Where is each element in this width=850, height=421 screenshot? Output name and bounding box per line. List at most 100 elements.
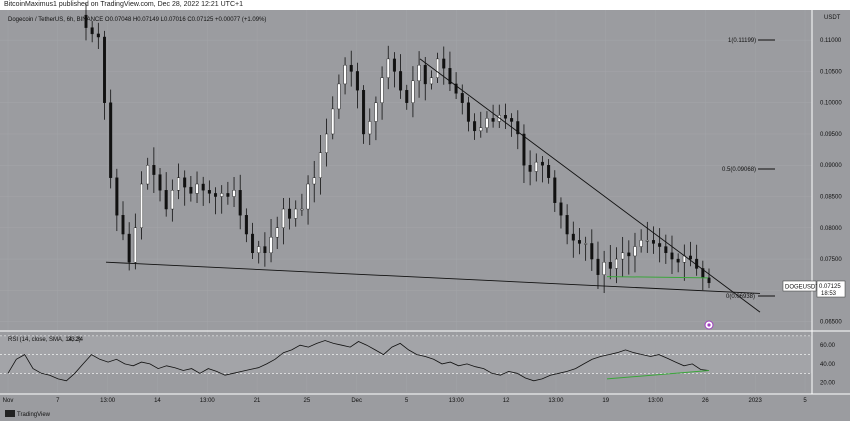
candle-body: [90, 27, 94, 35]
candle-body: [633, 246, 637, 257]
time-tick-label: 13:00: [200, 398, 216, 404]
candle-body: [707, 277, 711, 284]
candle-body: [318, 152, 322, 178]
time-tick-label: 12: [503, 398, 510, 404]
publish-header: BitcoinMaximus1 published on TradingView…: [0, 0, 850, 10]
candle-body: [374, 102, 378, 122]
candle-body: [510, 118, 514, 122]
last-price-box: [816, 280, 846, 298]
candle-body: [405, 89, 409, 103]
price-pane: [84, 3, 775, 313]
candle-body: [109, 102, 113, 178]
candle-body: [362, 89, 366, 135]
candle-body: [140, 183, 144, 228]
brand-text: TradingView: [17, 412, 51, 418]
candle-body: [392, 58, 396, 72]
price-tick-label: 0.09500: [820, 132, 842, 138]
candle-body: [331, 108, 335, 135]
time-tick-label: 21: [254, 398, 261, 404]
price-tick-label: 0.08500: [820, 195, 842, 201]
last-price-value: 0.07125: [819, 284, 841, 290]
symbol-info: Dogecoin / TetherUS, 6h, BINANCE O0.0704…: [8, 17, 266, 23]
price-tick-label: 0.10000: [820, 101, 842, 107]
candle-body: [522, 133, 526, 166]
candle-body: [146, 165, 150, 185]
candle-body: [584, 243, 588, 245]
support-line: [105, 261, 761, 294]
candle-body: [658, 243, 662, 247]
candle-body: [621, 252, 625, 260]
candle-body: [608, 261, 612, 269]
candle-body: [528, 165, 532, 172]
candle-body: [436, 58, 440, 78]
candle-body: [337, 83, 341, 110]
candle-body: [460, 93, 464, 103]
candle-body: [177, 177, 181, 191]
candle-body: [411, 80, 415, 103]
candle-body: [559, 202, 563, 216]
price-tick-label: 0.10500: [820, 69, 842, 75]
candle-body: [454, 83, 458, 94]
green-support-line: [606, 276, 709, 279]
candle-body: [133, 227, 137, 263]
candle-body: [201, 183, 205, 191]
candle-body: [651, 240, 655, 244]
candle-body: [170, 190, 174, 210]
time-tick-label: 13:00: [449, 398, 465, 404]
candle-body: [244, 215, 248, 235]
candle-body: [664, 246, 668, 254]
rsi-tick-label: 40.00: [820, 362, 836, 368]
candle-body: [343, 64, 347, 85]
rsi-tick-label: 60.00: [820, 343, 836, 349]
candle-body: [614, 258, 618, 269]
candle-body: [84, 14, 88, 28]
candle-body: [368, 121, 372, 135]
candle-body: [158, 174, 162, 191]
time-tick-label: 13:00: [548, 398, 564, 404]
candle-body: [547, 165, 551, 178]
candle-body: [207, 190, 211, 194]
candle-body: [473, 121, 477, 132]
candle-body: [577, 240, 581, 244]
candle-body: [121, 215, 125, 235]
rsi-legend: RSI (14, close, SMA, 14, 2): [8, 337, 81, 343]
candle-body: [688, 255, 692, 260]
candle-body: [263, 246, 267, 254]
candle-body: [442, 58, 446, 69]
candle-body: [355, 71, 359, 91]
rsi-pane: [0, 335, 812, 382]
candle-body: [127, 233, 131, 263]
candle-body: [189, 186, 193, 194]
candle-body: [300, 208, 304, 211]
price-tick-label: 0.09000: [820, 163, 842, 169]
candle-body: [596, 258, 600, 275]
candle-body: [288, 208, 292, 219]
time-to-close: 18:53: [821, 291, 837, 297]
time-tick-label: 5: [405, 398, 409, 404]
candle-body: [226, 193, 230, 197]
candle-body: [491, 118, 495, 122]
time-tick-label: 19: [602, 398, 609, 404]
candle-body: [380, 77, 384, 103]
candle-body: [251, 233, 255, 254]
candle-body: [399, 71, 403, 91]
price-tag: DOGEUSDT 0.07125 18:53: [782, 280, 846, 298]
candle-body: [466, 102, 470, 122]
rsi-value: 33.34: [68, 337, 84, 343]
candle-body: [676, 258, 680, 263]
candle-body: [571, 233, 575, 241]
candle-body: [485, 118, 489, 128]
candle-body: [602, 261, 606, 275]
currency-label: USDT: [824, 15, 841, 21]
candle-body: [232, 190, 236, 197]
rsi-tick-label: 20.00: [820, 381, 836, 387]
candle-body: [220, 193, 224, 197]
rsi-green-trendline: [606, 369, 710, 380]
descending-resistance-line: [419, 58, 761, 313]
candle-body: [269, 236, 273, 254]
candle-body: [516, 121, 520, 135]
time-tick-label: 26: [702, 398, 709, 404]
time-tick-label: 13:00: [100, 398, 116, 404]
